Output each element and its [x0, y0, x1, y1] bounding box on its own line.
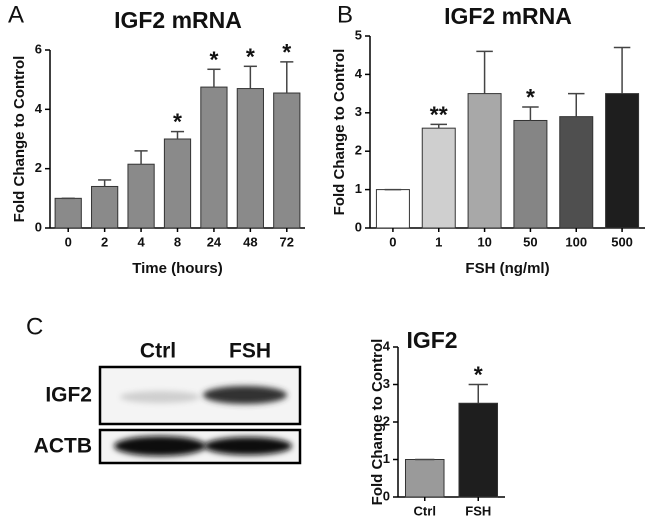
- y-tick-label: 3: [355, 104, 362, 119]
- x-tick-label: 0: [389, 234, 396, 249]
- y-axis-label: Fold Change to Control: [331, 49, 348, 216]
- chart-title: IGF2 mRNA: [444, 3, 572, 29]
- x-tick-label: 48: [243, 234, 257, 249]
- y-tick-label: 2: [355, 143, 362, 158]
- row-label: IGF2: [45, 384, 92, 407]
- significance-label: *: [246, 43, 255, 69]
- x-axis-label: Time (hours): [132, 260, 223, 277]
- bar: [513, 119, 548, 229]
- significance-label: *: [474, 362, 483, 388]
- bar: [236, 88, 264, 229]
- x-tick-label: 1: [435, 234, 442, 249]
- y-tick-label: 4: [355, 66, 363, 81]
- y-tick-label: 3: [383, 376, 390, 391]
- bar: [163, 138, 192, 229]
- bar: [605, 93, 640, 229]
- lane-label: FSH: [229, 340, 271, 363]
- western-blot: Ctrl FSH IGF2 ACTB: [34, 340, 302, 465]
- bar: [458, 402, 499, 498]
- significance-label: *: [173, 109, 182, 135]
- x-tick-label: 4: [137, 234, 145, 249]
- chart-title: IGF2: [406, 327, 457, 353]
- y-tick-label: 0: [35, 219, 42, 234]
- lane-label: Ctrl: [140, 340, 176, 363]
- x-tick-label: 2: [101, 234, 108, 249]
- blot-band: [120, 391, 200, 403]
- panel-label: A: [8, 1, 24, 28]
- y-axis-label: Fold Change to Control: [369, 339, 386, 506]
- x-tick-label: 72: [280, 234, 294, 249]
- y-tick-label: 1: [355, 181, 362, 196]
- y-axis-label: Fold Change to Control: [11, 56, 28, 223]
- bar: [127, 163, 155, 229]
- significance-label: *: [209, 46, 218, 72]
- x-tick-label: FSH: [465, 503, 491, 518]
- y-tick-label: 5: [355, 27, 362, 42]
- x-tick-label: Ctrl: [414, 503, 436, 518]
- x-tick-label: 0: [65, 234, 72, 249]
- chart-title: IGF2 mRNA: [114, 7, 242, 33]
- x-tick-label: 10: [477, 234, 491, 249]
- bar: [467, 93, 502, 229]
- y-tick-label: 6: [35, 41, 42, 56]
- y-tick-label: 0: [383, 488, 390, 503]
- x-tick-label: 50: [523, 234, 537, 249]
- x-tick-label: 24: [207, 234, 222, 249]
- bar: [421, 127, 456, 229]
- blot-band: [203, 386, 287, 404]
- y-tick-label: 2: [383, 413, 390, 428]
- x-axis-label: FSH (ng/ml): [465, 260, 549, 277]
- bar: [404, 459, 445, 498]
- x-tick-label: 100: [565, 234, 587, 249]
- bar: [559, 116, 594, 229]
- blot-band: [204, 437, 292, 455]
- x-tick-label: 500: [611, 234, 633, 249]
- x-tick-label: 8: [174, 234, 181, 249]
- panel-label: B: [337, 1, 353, 28]
- y-tick-label: 0: [355, 219, 362, 234]
- y-tick-label: 1: [383, 451, 390, 466]
- y-tick-label: 4: [383, 338, 391, 353]
- significance-label: *: [282, 39, 291, 65]
- bar: [273, 92, 301, 229]
- row-label: ACTB: [34, 435, 92, 458]
- y-tick-label: 2: [35, 160, 42, 175]
- panel-label: C: [26, 313, 43, 340]
- blot-band: [114, 436, 206, 456]
- bar: [200, 86, 228, 229]
- significance-label: **: [430, 101, 448, 127]
- significance-label: *: [526, 84, 535, 110]
- bar: [91, 185, 119, 229]
- bar: [375, 189, 410, 229]
- bar: [54, 197, 82, 229]
- y-tick-label: 4: [35, 101, 43, 116]
